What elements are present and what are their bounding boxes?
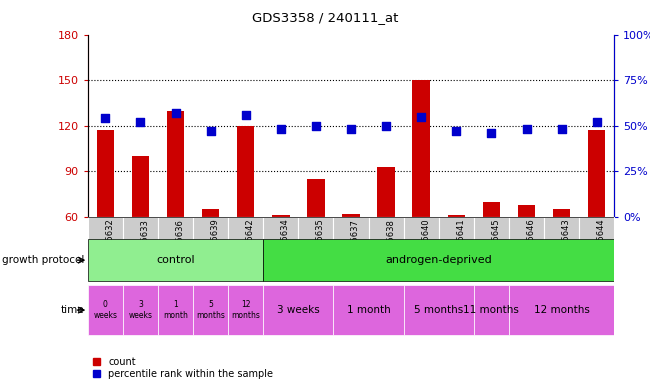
Text: 5
months: 5 months xyxy=(196,300,225,320)
Bar xyxy=(123,285,158,335)
Bar xyxy=(369,217,404,273)
Text: GSM215639: GSM215639 xyxy=(211,218,220,270)
Text: GSM215638: GSM215638 xyxy=(386,218,395,270)
Point xyxy=(346,126,356,132)
Bar xyxy=(228,285,263,335)
Bar xyxy=(298,217,333,273)
Text: GSM215643: GSM215643 xyxy=(562,218,571,270)
Legend: count, percentile rank within the sample: count, percentile rank within the sample xyxy=(92,357,273,379)
Text: GSM215640: GSM215640 xyxy=(421,218,430,269)
Text: GSM215645: GSM215645 xyxy=(491,218,500,269)
Text: androgen-deprived: androgen-deprived xyxy=(385,255,492,265)
Point xyxy=(311,123,321,129)
Bar xyxy=(307,179,325,217)
Bar xyxy=(193,217,228,273)
Point xyxy=(451,128,462,134)
Text: GSM215644: GSM215644 xyxy=(597,218,606,269)
Text: GDS3358 / 240111_at: GDS3358 / 240111_at xyxy=(252,12,398,25)
Point xyxy=(205,128,216,134)
Text: 12 months: 12 months xyxy=(534,305,590,315)
Bar xyxy=(193,285,228,335)
Text: 0
weeks: 0 weeks xyxy=(94,300,117,320)
Text: 1
month: 1 month xyxy=(163,300,188,320)
Bar xyxy=(544,217,579,273)
Bar xyxy=(158,285,193,335)
Point xyxy=(276,126,286,132)
Bar xyxy=(263,239,614,281)
Bar xyxy=(131,156,150,217)
Text: 5 months: 5 months xyxy=(414,305,463,315)
Bar xyxy=(96,130,114,217)
Bar xyxy=(552,209,571,217)
Bar xyxy=(509,285,614,335)
Text: time: time xyxy=(61,305,84,315)
Bar xyxy=(158,217,193,273)
Point xyxy=(486,130,497,136)
Bar xyxy=(482,202,500,217)
Bar xyxy=(439,217,474,273)
Text: 12
months: 12 months xyxy=(231,300,260,320)
Text: GSM215635: GSM215635 xyxy=(316,218,325,270)
Bar xyxy=(88,217,123,273)
Bar xyxy=(404,217,439,273)
Point xyxy=(170,110,181,116)
Bar xyxy=(333,217,369,273)
Text: control: control xyxy=(156,255,195,265)
Text: growth protocol: growth protocol xyxy=(2,255,84,265)
Point xyxy=(240,112,251,118)
Text: GSM215637: GSM215637 xyxy=(351,218,360,270)
Bar xyxy=(377,167,395,217)
Bar xyxy=(588,130,605,217)
Bar xyxy=(88,239,263,281)
Bar xyxy=(333,285,404,335)
Bar xyxy=(343,214,360,217)
Bar xyxy=(272,215,290,217)
Bar xyxy=(263,217,298,273)
Bar xyxy=(166,111,185,217)
Point xyxy=(100,116,110,122)
Bar xyxy=(202,209,220,217)
Point xyxy=(135,119,146,125)
Text: GSM215642: GSM215642 xyxy=(246,218,255,269)
Point xyxy=(592,119,602,125)
Bar xyxy=(447,215,465,217)
Bar xyxy=(413,80,430,217)
Point xyxy=(556,126,567,132)
Text: GSM215632: GSM215632 xyxy=(105,218,114,270)
Bar xyxy=(509,217,544,273)
Text: GSM215633: GSM215633 xyxy=(140,218,150,270)
Bar xyxy=(228,217,263,273)
Text: 3
weeks: 3 weeks xyxy=(129,300,152,320)
Bar xyxy=(517,205,536,217)
Text: 1 month: 1 month xyxy=(346,305,391,315)
Point xyxy=(381,123,391,129)
Text: GSM215641: GSM215641 xyxy=(456,218,465,269)
Point xyxy=(416,114,426,120)
Text: GSM215634: GSM215634 xyxy=(281,218,290,270)
Text: 11 months: 11 months xyxy=(463,305,519,315)
Text: GSM215646: GSM215646 xyxy=(526,218,536,270)
Bar xyxy=(404,285,474,335)
Bar xyxy=(263,285,333,335)
Bar xyxy=(237,126,255,217)
Bar xyxy=(474,217,509,273)
Point xyxy=(521,126,532,132)
Bar xyxy=(579,217,614,273)
Bar xyxy=(88,285,123,335)
Text: GSM215636: GSM215636 xyxy=(176,218,185,270)
Text: 3 weeks: 3 weeks xyxy=(277,305,320,315)
Bar xyxy=(123,217,158,273)
Bar xyxy=(474,285,509,335)
